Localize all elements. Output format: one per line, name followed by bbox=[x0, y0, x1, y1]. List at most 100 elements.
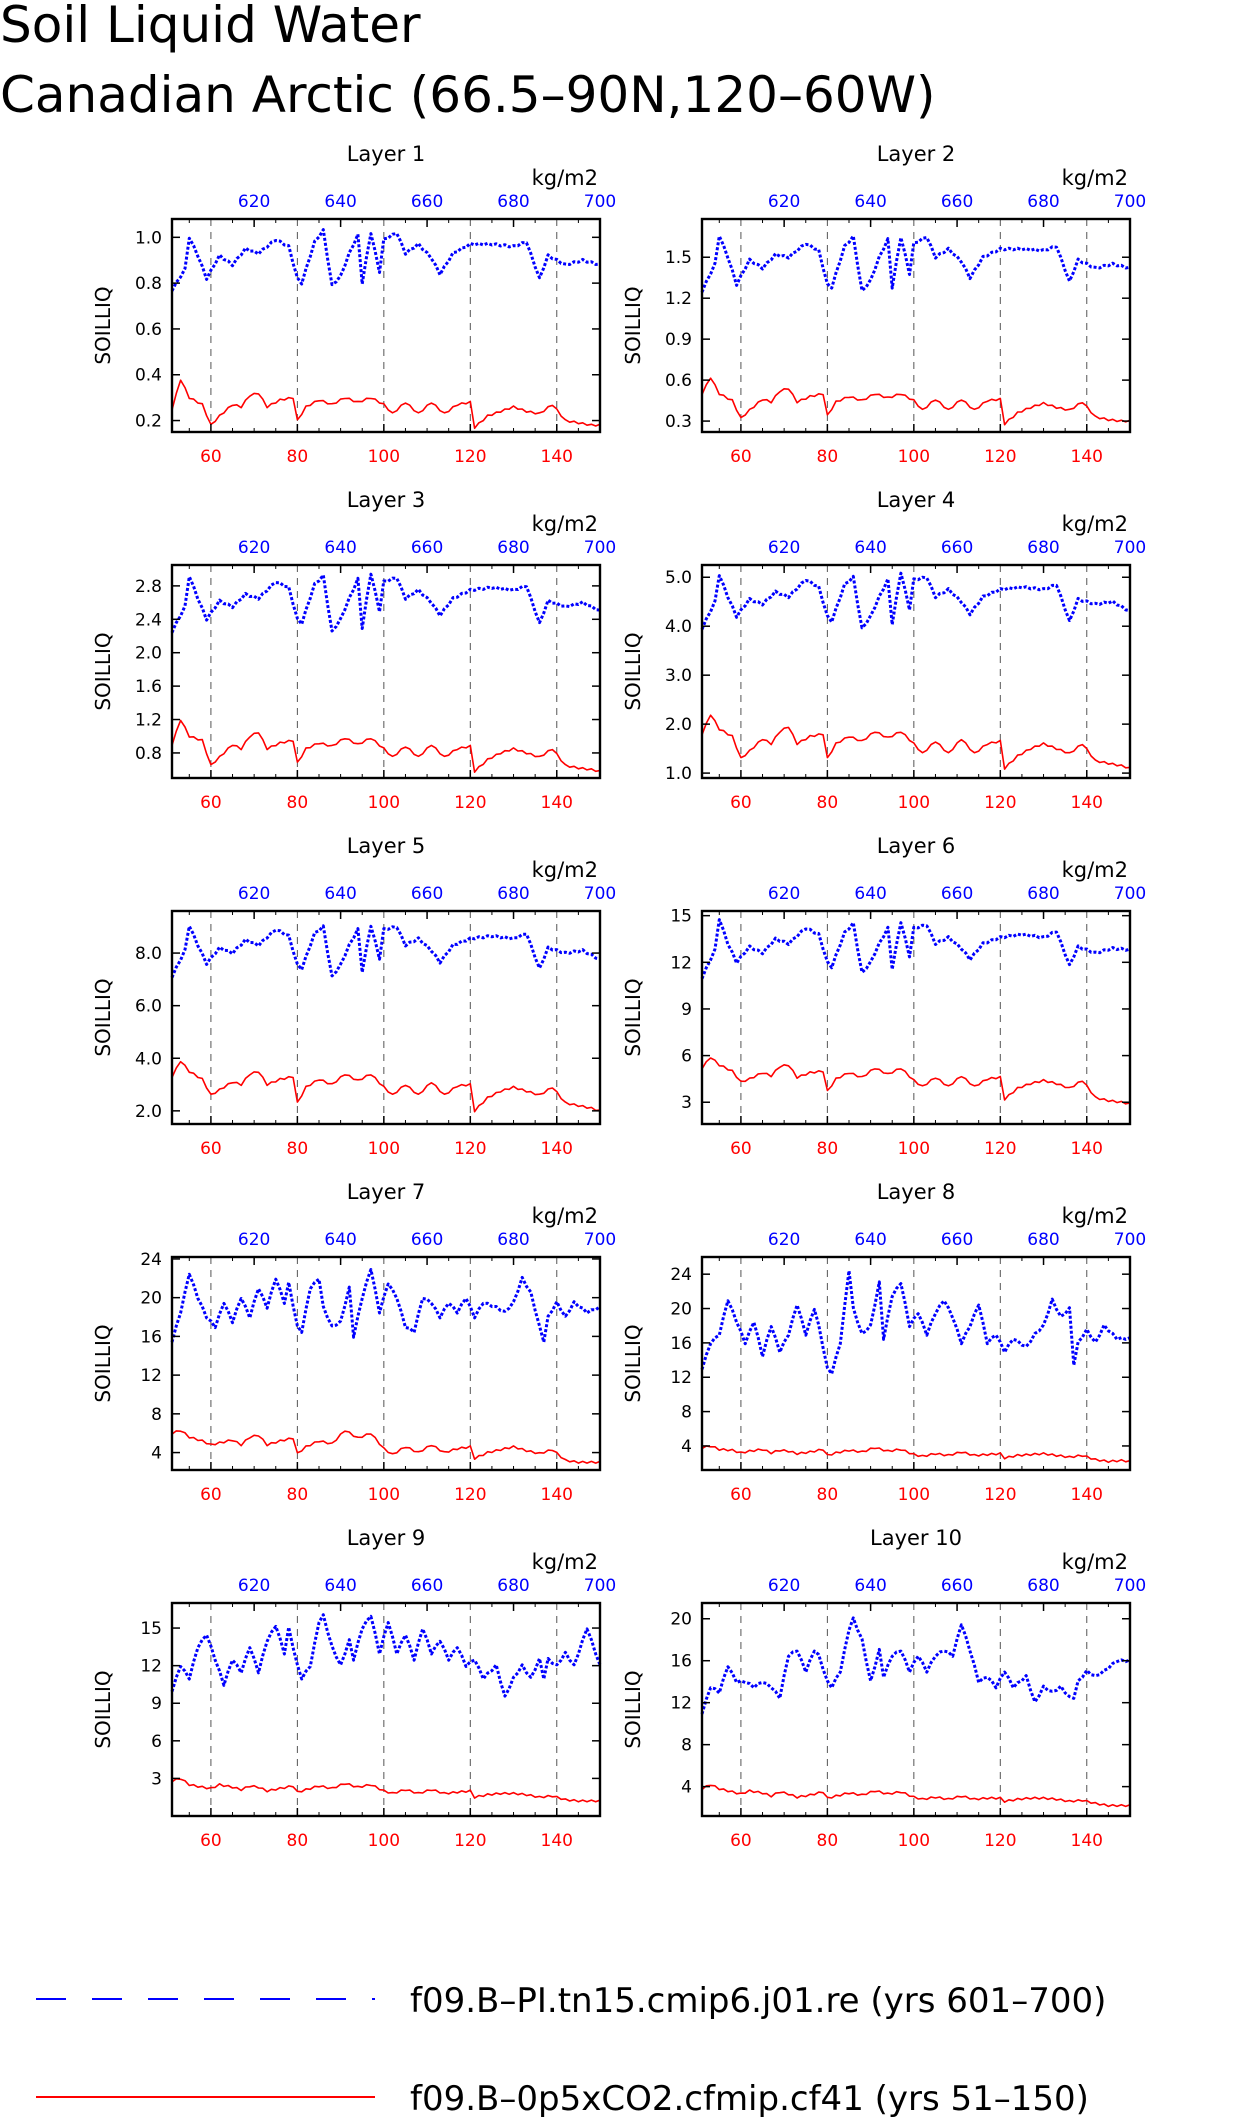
x-top-tick-label: 680 bbox=[497, 1230, 529, 1250]
x-bottom-tick-label: 60 bbox=[200, 1139, 222, 1159]
y-axis-label: SOILLIQ bbox=[621, 286, 645, 364]
x-bottom-tick-label: 140 bbox=[1071, 447, 1103, 467]
legend: f09.B–PI.tn15.cmip6.j01.re (yrs 601–700)… bbox=[36, 1981, 1106, 2119]
x-bottom-tick-label: 80 bbox=[287, 447, 309, 467]
x-top-tick-label: 620 bbox=[238, 1230, 270, 1250]
y-tick-label: 3.0 bbox=[665, 666, 692, 686]
x-top-tick-label: 660 bbox=[941, 1230, 973, 1250]
series-line-red bbox=[701, 714, 1131, 770]
plot-frame bbox=[170, 1255, 602, 1472]
y-tick-label: 3 bbox=[151, 1769, 162, 1789]
series-line-blue bbox=[170, 1268, 601, 1344]
x-top-tick-label: 700 bbox=[1114, 538, 1146, 558]
plot-frame bbox=[170, 1601, 602, 1818]
x-bottom-tick-label: 80 bbox=[817, 1485, 839, 1505]
x-bottom-tick-label: 80 bbox=[287, 1139, 309, 1159]
y-tick-label: 2.0 bbox=[135, 644, 162, 664]
x-bottom-tick-label: 100 bbox=[368, 447, 400, 467]
y-tick-label: 0.2 bbox=[135, 412, 162, 432]
x-top-tick-label: 700 bbox=[584, 538, 616, 558]
x-top-tick-label: 660 bbox=[941, 1576, 973, 1596]
panel-title: Layer 9 bbox=[347, 1526, 426, 1550]
top-axis-unit: kg/m2 bbox=[532, 512, 598, 536]
x-top-tick-label: 620 bbox=[768, 1576, 800, 1596]
x-bottom-tick-label: 60 bbox=[730, 1139, 752, 1159]
x-top-tick-label: 640 bbox=[324, 538, 356, 558]
series-line-red bbox=[171, 1430, 601, 1464]
x-top-tick-label: 700 bbox=[1114, 884, 1146, 904]
x-top-tick-label: 620 bbox=[768, 192, 800, 212]
x-top-tick-label: 640 bbox=[854, 192, 886, 212]
y-tick-label: 20 bbox=[140, 1289, 162, 1309]
series-line-blue bbox=[170, 924, 601, 979]
x-bottom-tick-label: 120 bbox=[454, 1139, 486, 1159]
plot-frame bbox=[700, 217, 1132, 434]
x-top-tick-label: 620 bbox=[768, 884, 800, 904]
x-bottom-tick-label: 100 bbox=[368, 1485, 400, 1505]
plot-frame bbox=[700, 909, 1132, 1126]
panel-layer-10: Layer 10 kg/m2 SOILLIQ 60 80 100 120 140 620 640 6… bbox=[621, 1526, 1146, 1851]
panel-layer-1: Layer 1 kg/m2 SOILLIQ 60 80 100 120 140 620 640 66… bbox=[91, 142, 616, 467]
y-tick-label: 6 bbox=[151, 1732, 162, 1752]
y-tick-label: 0.6 bbox=[135, 320, 162, 340]
y-axis-label: SOILLIQ bbox=[621, 978, 645, 1056]
y-tick-label: 6.0 bbox=[135, 997, 162, 1017]
y-tick-label: 9 bbox=[151, 1694, 162, 1714]
plot-frame bbox=[170, 909, 602, 1126]
y-tick-label: 4.0 bbox=[135, 1049, 162, 1069]
plot-frame bbox=[170, 563, 602, 780]
x-bottom-tick-label: 100 bbox=[898, 447, 930, 467]
panel-title: Layer 5 bbox=[347, 834, 426, 858]
x-bottom-tick-label: 80 bbox=[287, 793, 309, 813]
top-axis-unit: kg/m2 bbox=[532, 166, 598, 190]
x-top-tick-label: 620 bbox=[238, 192, 270, 212]
top-axis-unit: kg/m2 bbox=[1062, 512, 1128, 536]
y-tick-label: 15 bbox=[140, 1619, 162, 1639]
x-top-tick-label: 660 bbox=[411, 192, 443, 212]
x-top-tick-label: 680 bbox=[497, 192, 529, 212]
x-bottom-tick-label: 60 bbox=[730, 447, 752, 467]
panel-title: Layer 3 bbox=[347, 488, 426, 512]
panel-layer-3: Layer 3 kg/m2 SOILLIQ 60 80 100 120 140 620 640 66… bbox=[91, 488, 616, 813]
y-tick-label: 1.5 bbox=[665, 248, 692, 268]
y-tick-label: 6 bbox=[681, 1047, 692, 1067]
top-axis-unit: kg/m2 bbox=[1062, 1550, 1128, 1574]
y-tick-label: 20 bbox=[670, 1300, 692, 1320]
panel-layer-7: Layer 7 kg/m2 SOILLIQ 60 80 100 120 140 620 640 66… bbox=[91, 1180, 616, 1505]
y-tick-label: 4.0 bbox=[665, 617, 692, 637]
x-bottom-tick-label: 120 bbox=[984, 1831, 1016, 1851]
x-top-tick-label: 680 bbox=[1027, 1576, 1059, 1596]
y-tick-label: 12 bbox=[670, 1694, 692, 1714]
series-line-red bbox=[701, 377, 1131, 426]
x-top-tick-label: 660 bbox=[411, 538, 443, 558]
x-bottom-tick-label: 100 bbox=[368, 1139, 400, 1159]
top-axis-unit: kg/m2 bbox=[1062, 166, 1128, 190]
y-tick-label: 2.4 bbox=[135, 610, 162, 630]
x-bottom-tick-label: 120 bbox=[454, 793, 486, 813]
x-bottom-tick-label: 100 bbox=[368, 1831, 400, 1851]
panel-title: Layer 2 bbox=[877, 142, 956, 166]
y-axis-label: SOILLIQ bbox=[621, 1324, 645, 1402]
x-top-tick-label: 700 bbox=[1114, 192, 1146, 212]
x-top-tick-label: 660 bbox=[411, 884, 443, 904]
y-tick-label: 16 bbox=[670, 1334, 692, 1354]
x-bottom-tick-label: 100 bbox=[368, 793, 400, 813]
x-top-tick-label: 640 bbox=[324, 884, 356, 904]
x-top-tick-label: 620 bbox=[238, 538, 270, 558]
x-bottom-tick-label: 100 bbox=[898, 1485, 930, 1505]
series-line-blue bbox=[170, 572, 601, 634]
x-top-tick-label: 640 bbox=[854, 538, 886, 558]
x-bottom-tick-label: 140 bbox=[1071, 793, 1103, 813]
y-tick-label: 8 bbox=[681, 1403, 692, 1423]
x-bottom-tick-label: 140 bbox=[1071, 1831, 1103, 1851]
x-top-tick-label: 660 bbox=[941, 884, 973, 904]
panel-title: Layer 6 bbox=[877, 834, 956, 858]
panel-layer-8: Layer 8 kg/m2 SOILLIQ 60 80 100 120 140 620 640 66… bbox=[621, 1180, 1146, 1505]
y-tick-label: 1.2 bbox=[135, 711, 162, 731]
series-line-blue bbox=[170, 228, 601, 292]
y-tick-label: 20 bbox=[670, 1610, 692, 1630]
x-bottom-tick-label: 120 bbox=[984, 1485, 1016, 1505]
